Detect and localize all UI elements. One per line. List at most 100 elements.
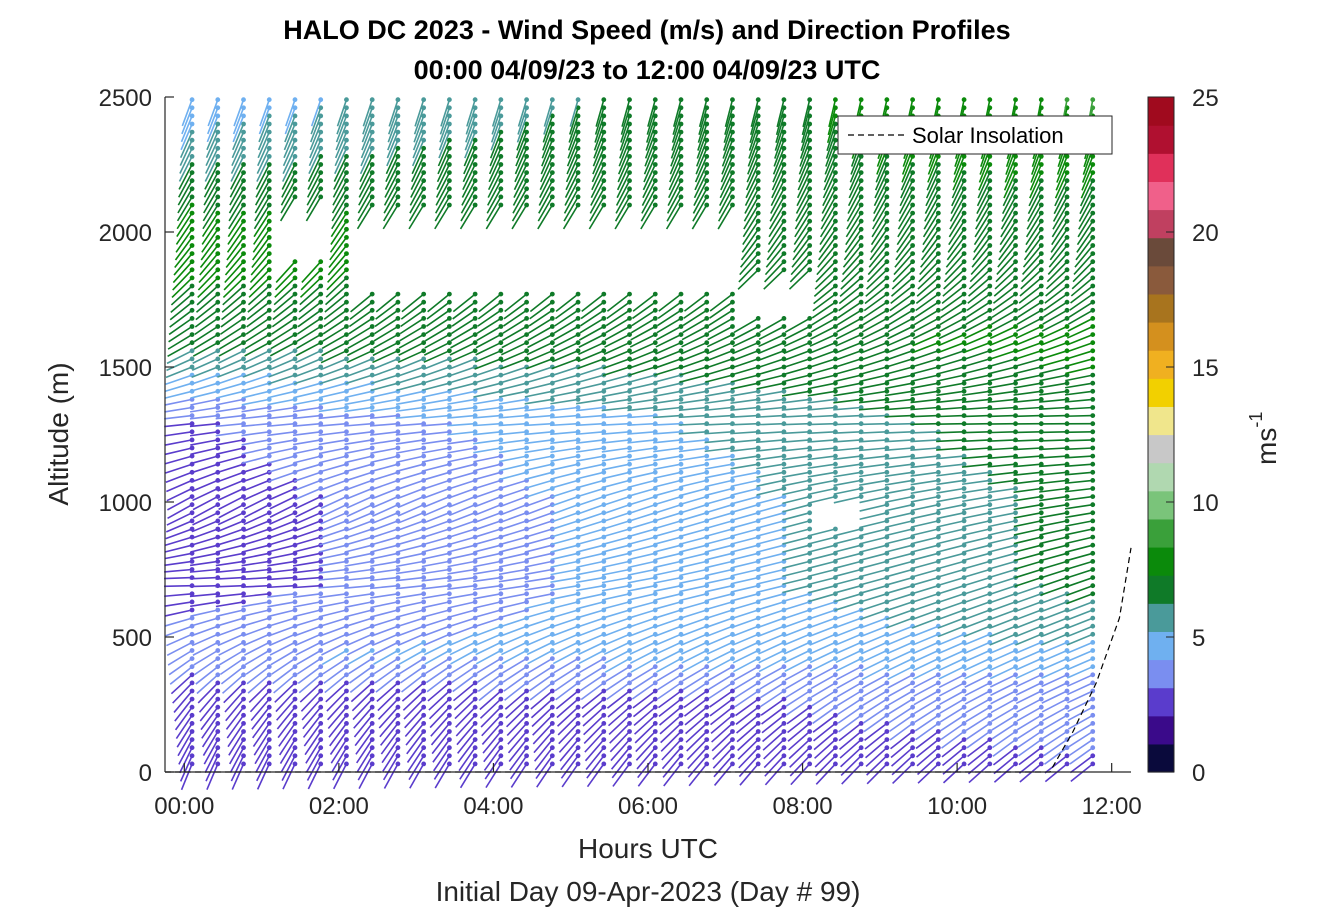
wind-barb-line [576, 576, 604, 584]
wind-barb-line [450, 325, 476, 342]
wind-barb-line [307, 763, 322, 790]
wind-barb-point [678, 299, 684, 305]
wind-barb-point [575, 202, 581, 208]
wind-barb-point [858, 704, 864, 710]
wind-barb-point [678, 591, 684, 597]
wind-barb-point [678, 575, 684, 580]
wind-barb-point [807, 162, 813, 167]
wind-barb-line [833, 576, 862, 586]
wind-barb-point [241, 704, 246, 710]
wind-barb-point [627, 688, 632, 694]
wind-barb-line [321, 641, 347, 656]
wind-barb-line [653, 495, 682, 506]
wind-barb-point [549, 656, 555, 661]
wind-barb-line [632, 293, 656, 312]
wind-barb-line [298, 674, 322, 694]
wind-barb-point [472, 178, 478, 184]
wind-barb-line [758, 657, 785, 673]
wind-barb-line [232, 115, 245, 143]
wind-barb-line [816, 253, 837, 276]
wind-barb-point [961, 453, 967, 459]
wind-barb-point [575, 599, 581, 605]
wind-barb-line [679, 487, 707, 497]
wind-barb-line [888, 301, 914, 319]
wind-barb-line [781, 463, 810, 470]
wind-barb-point [189, 332, 195, 337]
wind-barb-point [189, 648, 195, 653]
wind-barb-line [602, 601, 630, 610]
wind-barb-line [963, 341, 991, 354]
wind-barb-line [671, 115, 682, 143]
wind-barb-point [241, 640, 246, 645]
wind-barb-line [277, 714, 296, 739]
wind-barb-line [755, 422, 784, 426]
wind-barb-line [801, 115, 811, 144]
wind-barb-line [712, 747, 734, 769]
wind-barb-line [733, 674, 759, 690]
wind-barb-line [302, 706, 322, 730]
wind-barb-point [678, 583, 684, 589]
wind-barb-line [487, 180, 502, 206]
wind-barb-line [513, 172, 528, 198]
wind-barb-line [967, 747, 991, 766]
wind-barb-line [684, 706, 708, 726]
wind-barb-line [962, 568, 991, 579]
wind-barb-point [807, 729, 813, 734]
wind-barb-line [267, 455, 296, 464]
wind-barb-line [193, 333, 219, 350]
wind-barb-point [652, 291, 658, 297]
wind-barb-point [961, 640, 967, 645]
wind-barb-line [657, 682, 682, 700]
wind-barb-line [756, 374, 785, 383]
wind-barb-point [910, 235, 916, 240]
wind-barb-point [858, 235, 864, 240]
wind-barb-point [189, 307, 195, 313]
wind-barb-line [540, 156, 554, 183]
wind-barb-line [936, 552, 965, 562]
wind-barb-point [730, 324, 735, 329]
wind-barb-line [968, 269, 991, 290]
wind-barb-line [269, 512, 296, 525]
wind-barb-line [896, 228, 914, 253]
wind-barb-point [575, 299, 581, 305]
wind-barb-point [344, 218, 349, 224]
wind-barb-point [318, 680, 324, 686]
wind-barb-line [989, 641, 1016, 655]
wind-barb-point [395, 348, 401, 354]
wind-barb-line [678, 422, 707, 426]
wind-barb-line [353, 714, 373, 738]
wind-barb-line [756, 487, 785, 496]
wind-barb-line [654, 633, 682, 646]
wind-barb-point [395, 640, 401, 645]
wind-barb-point [833, 243, 838, 248]
wind-barb-point [730, 340, 735, 346]
wind-barb-point [678, 162, 684, 167]
wind-barb-line [204, 156, 219, 182]
wind-barb-line [371, 495, 399, 509]
wind-barb-line [346, 633, 373, 647]
wind-barb-point [575, 672, 581, 678]
wind-barb-line [807, 487, 836, 496]
wind-barb-line [945, 244, 965, 268]
wind-barb-line [962, 512, 990, 520]
wind-barb-point [935, 721, 941, 726]
wind-barb-line [575, 447, 604, 453]
wind-barb-point [627, 696, 632, 702]
wind-barb-line [457, 731, 476, 754]
wind-barb-line [679, 366, 707, 376]
wind-barb-line [628, 495, 656, 506]
wind-barb-line [938, 649, 965, 663]
wind-barb-line [309, 131, 322, 159]
wind-barb-line [524, 463, 553, 472]
wind-barb-point [498, 307, 504, 313]
wind-barb-point [833, 461, 838, 467]
wind-barb-point [446, 567, 452, 572]
wind-barb-line [304, 731, 322, 756]
wind-barb-point [215, 194, 221, 200]
wind-barb-point [524, 688, 529, 694]
wind-barb-line [551, 617, 579, 628]
wind-barb-line [550, 431, 579, 436]
wind-barb-line [704, 568, 733, 577]
wind-barb-point [266, 251, 272, 256]
wind-barb-line [327, 261, 348, 283]
